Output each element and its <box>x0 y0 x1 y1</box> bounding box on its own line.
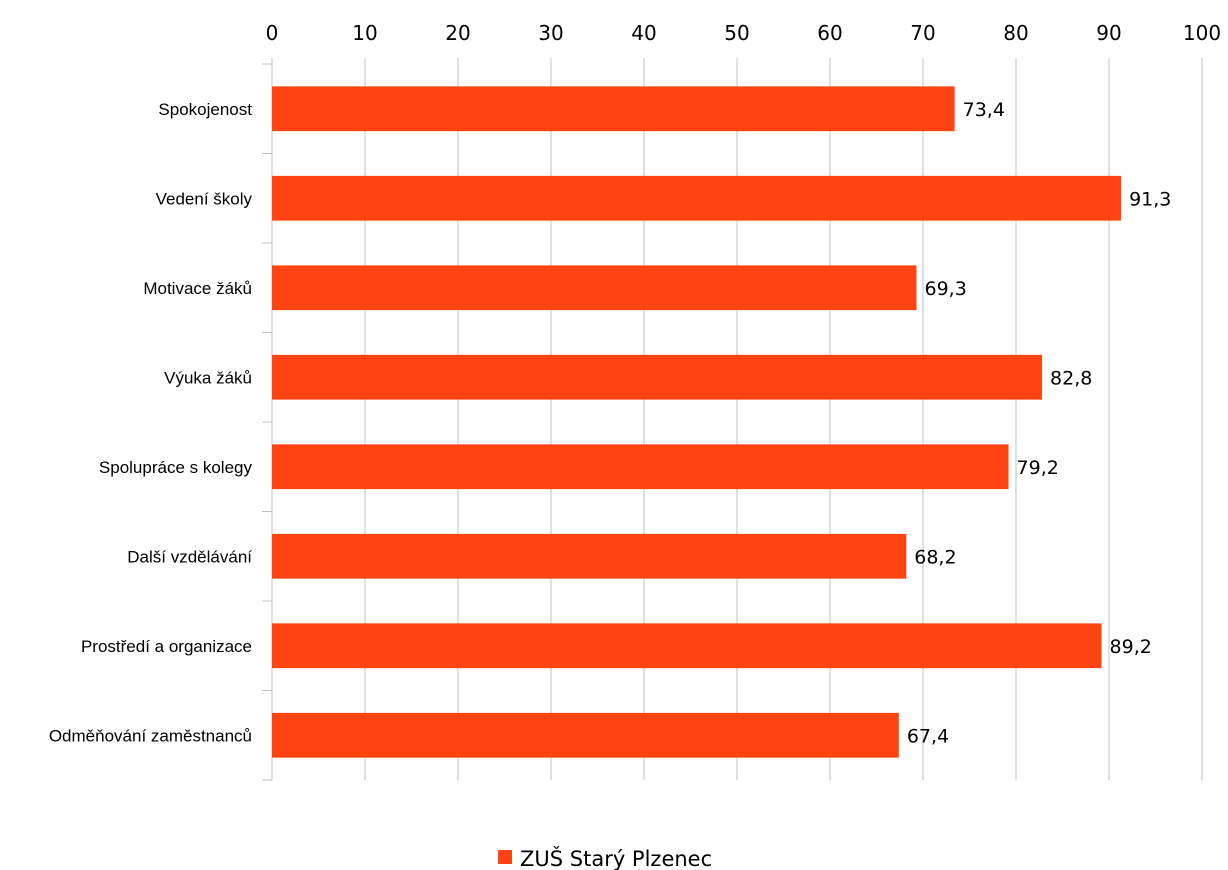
bar <box>272 623 1102 669</box>
bars <box>272 86 1122 758</box>
category-label: Výuka žáků <box>164 368 252 387</box>
x-tick-label: 20 <box>445 21 470 45</box>
labels: Spokojenost 73,4 Vedení školy 91,3 Motivace … <box>49 99 1172 748</box>
category-label: Vedení školy <box>156 189 253 208</box>
legend-swatch <box>498 850 512 864</box>
category-label: Prostředí a organizace <box>81 637 252 656</box>
data-label: 91,3 <box>1129 188 1171 210</box>
x-tick-label: 10 <box>352 21 377 45</box>
x-tick-label: 70 <box>910 21 935 45</box>
gridlines <box>271 64 1203 780</box>
bar <box>272 354 1043 400</box>
x-tick-label: 90 <box>1096 21 1121 45</box>
x-tick-label: 50 <box>724 21 749 45</box>
data-label: 69,3 <box>924 278 966 300</box>
x-tick-label: 80 <box>1003 21 1028 45</box>
legend: ZUŠ Starý Plzenec <box>498 846 712 870</box>
bar <box>272 444 1009 490</box>
data-label: 79,2 <box>1017 457 1059 479</box>
category-label: Spokojenost <box>158 100 252 119</box>
data-label: 67,4 <box>907 725 949 747</box>
category-label: Odměňování zaměstnanců <box>49 726 252 745</box>
bar <box>272 265 917 311</box>
data-label: 89,2 <box>1110 636 1152 658</box>
legend-label: ZUŠ Starý Plzenec <box>520 846 712 870</box>
x-tick-label: 30 <box>538 21 563 45</box>
x-tick-label: 40 <box>631 21 656 45</box>
category-label: Motivace žáků <box>143 279 252 298</box>
bar <box>272 86 955 132</box>
bar <box>272 175 1122 221</box>
x-tick-label: 100 <box>1183 21 1221 45</box>
bar <box>272 712 899 758</box>
x-tick-label: 60 <box>817 21 842 45</box>
data-label: 73,4 <box>963 99 1005 121</box>
axes: 0 10 20 30 40 50 60 70 80 90 100 <box>262 21 1221 781</box>
x-tick-label: 0 <box>266 21 279 45</box>
category-label: Spolupráce s kolegy <box>99 458 253 477</box>
data-label: 82,8 <box>1050 367 1092 389</box>
bar <box>272 533 907 579</box>
category-label: Další vzdělávání <box>127 547 252 566</box>
data-label: 68,2 <box>914 546 956 568</box>
